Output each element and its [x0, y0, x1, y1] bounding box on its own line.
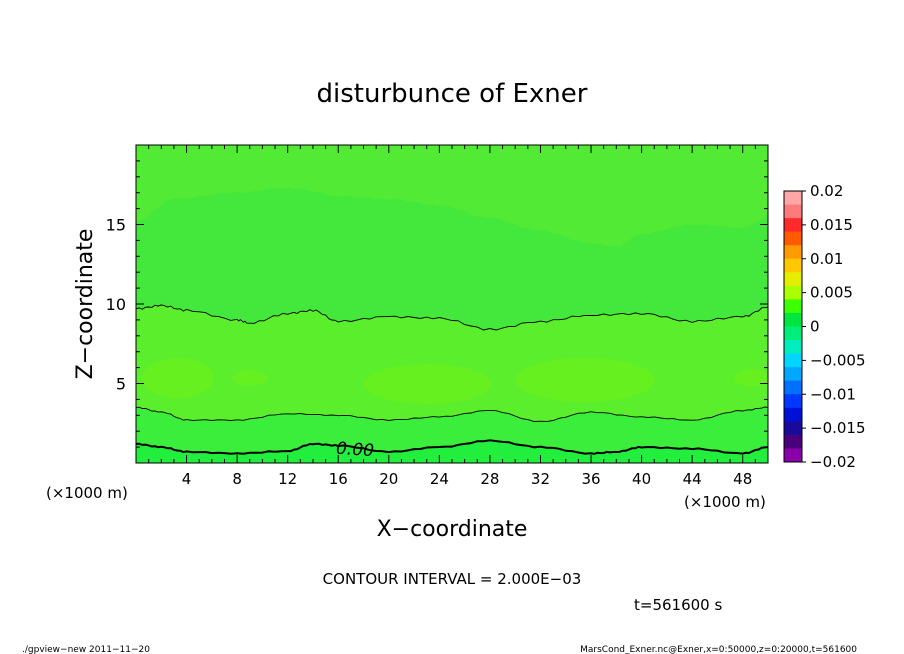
x-tick-label: 44 [683, 470, 702, 488]
colorbar-tick-label: 0.005 [810, 284, 853, 302]
colorbar-swatch [784, 272, 802, 287]
colorbar-tick-label: −0.02 [810, 453, 856, 471]
y-axis-label: Z−coordinate [73, 229, 98, 380]
x-tick-label: 8 [232, 470, 242, 488]
colorbar-tick-label: −0.005 [810, 351, 866, 369]
y-tick-label: 5 [116, 375, 126, 394]
colorbar-swatch [784, 258, 802, 273]
x-tick-label: 4 [182, 470, 192, 488]
colorbar-tick-label: 0 [810, 318, 820, 336]
y-axis: 5 10 15 [106, 160, 768, 448]
colorbar-tick-label: 0.01 [810, 250, 843, 268]
colorbar-swatch [784, 434, 802, 449]
colorbar-swatch [784, 312, 802, 327]
plot-area [136, 145, 768, 463]
x-tick-label: 28 [480, 470, 499, 488]
colorbar-tick-label: −0.01 [810, 385, 856, 403]
colorbar-swatch [784, 285, 802, 300]
colorbar-swatch [784, 340, 802, 354]
colorbar-swatch [784, 367, 802, 381]
region-negative-band [136, 440, 768, 463]
footer-right: MarsCond_Exner.nc@Exner,x=0:50000,z=0:20… [580, 645, 857, 654]
contour-line [136, 406, 768, 422]
x-axis: 4 8 12 16 20 24 28 32 36 40 44 48 [148, 145, 756, 488]
colorbar: 0.02 0.015 0.01 0.005 0 −0.005 −0.01 −0.015 −0.0… [783, 182, 866, 471]
x-tick-label: 36 [581, 470, 600, 488]
x-unit-right: (×1000 m) [684, 493, 766, 511]
contour-line [136, 304, 768, 331]
contour-line-label: 0.00 [335, 439, 374, 462]
colorbar-tick-label: 0.015 [810, 216, 853, 234]
colorbar-swatch [784, 380, 802, 395]
colorbar-tick-label: 0.02 [810, 182, 843, 200]
contour-line [136, 439, 768, 455]
colorbar-swatch [784, 204, 802, 219]
contour-cell [364, 364, 492, 404]
colorbar-swatch [784, 231, 802, 246]
colorbar-swatch [784, 407, 802, 422]
colorbar-swatch [784, 394, 802, 409]
x-unit-left: (×1000 m) [46, 484, 128, 502]
x-tick-label: 24 [430, 470, 449, 488]
y-tick-label: 10 [106, 295, 126, 314]
x-tick-label: 40 [632, 470, 651, 488]
colorbar-tick-label: −0.015 [810, 419, 866, 437]
contour-cell [515, 358, 655, 402]
y-tick-label: 15 [106, 216, 126, 235]
x-tick-label: 12 [278, 470, 297, 488]
x-tick-label: 16 [329, 470, 348, 488]
x-tick-label: 48 [733, 470, 752, 488]
colorbar-swatch [784, 299, 802, 314]
colorbar-swatch [784, 191, 802, 205]
region-upper-band [136, 145, 768, 248]
contour-interval-text: CONTOUR INTERVAL = 2.000E−03 [323, 570, 582, 588]
contour-cell [142, 358, 214, 398]
colorbar-swatch [784, 218, 802, 232]
x-tick-label: 32 [531, 470, 550, 488]
colorbar-swatch [784, 353, 802, 368]
colorbar-swatch [784, 245, 802, 260]
colorbar-swatch [784, 421, 802, 436]
x-tick-label: 20 [379, 470, 398, 488]
footer-left: ./gpview−new 2011−11−20 [22, 645, 150, 654]
colorbar-swatch [784, 448, 802, 463]
region-lower-band [136, 304, 768, 422]
x-axis-label: X−coordinate [377, 517, 528, 542]
colorbar-swatch [784, 326, 802, 341]
contour-cell [232, 370, 268, 386]
contour-cell [734, 369, 768, 387]
region-mid-band [136, 187, 768, 330]
chart-title: disturbunce of Exner [317, 79, 588, 109]
time-text: t=561600 s [634, 596, 722, 614]
